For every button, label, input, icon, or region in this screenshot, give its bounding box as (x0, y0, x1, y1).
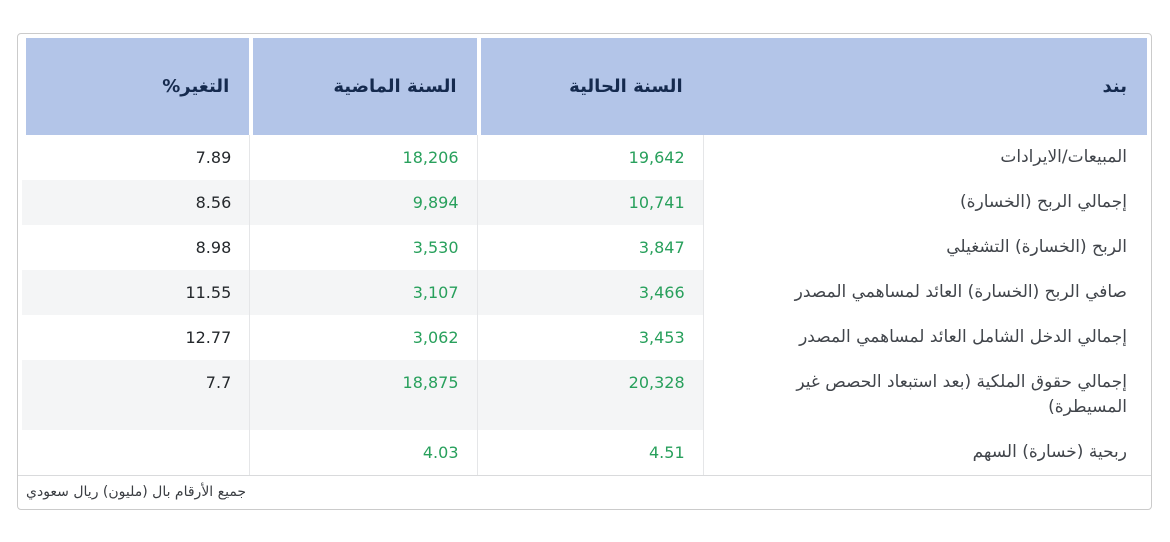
financials-table-card: بند السنة الحالية السنة الماضية التغير% … (17, 33, 1152, 510)
table-row: صافي الربح (الخسارة) العائد لمساهمي المص… (22, 270, 1147, 315)
current-year-value: 20,328 (476, 360, 703, 430)
change-percent-value: 7.89 (22, 135, 250, 180)
previous-year-value: 18,875 (249, 360, 477, 430)
table-body: المبيعات/الايرادات 19,642 18,206 7.89 إج… (22, 135, 1147, 475)
table-row: إجمالي الربح (الخسارة) 10,741 9,894 8.56 (22, 180, 1147, 225)
item-label-cell: ربحية (خسارة) السهم (702, 430, 1147, 475)
item-label-cell: صافي الربح (الخسارة) العائد لمساهمي المص… (702, 270, 1147, 315)
table-header-row: بند السنة الحالية السنة الماضية التغير% (22, 38, 1147, 135)
previous-year-value: 3,107 (249, 270, 477, 315)
previous-year-value: 9,894 (249, 180, 477, 225)
item-label-cell: إجمالي حقوق الملكية (بعد استبعاد الحصص غ… (702, 360, 1147, 430)
current-year-value: 10,741 (476, 180, 703, 225)
table-row: الربح (الخسارة) التشغيلي 3,847 3,530 8.9… (22, 225, 1147, 270)
table-row: إجمالي الدخل الشامل العائد لمساهمي المصد… (22, 315, 1147, 360)
change-percent-value: 7.7 (22, 360, 250, 430)
change-percent-value: 8.98 (22, 225, 250, 270)
current-year-value: 4.51 (476, 430, 703, 475)
current-year-value: 3,466 (476, 270, 703, 315)
current-year-value: 19,642 (476, 135, 703, 180)
table-row: ربحية (خسارة) السهم 4.51 4.03 (22, 430, 1147, 475)
item-label-cell: إجمالي الدخل الشامل العائد لمساهمي المصد… (702, 315, 1147, 360)
header-cell-change-percent: التغير% (22, 38, 250, 135)
item-label-cell: المبيعات/الايرادات (702, 135, 1147, 180)
previous-year-value: 3,530 (249, 225, 477, 270)
change-percent-value: 12.77 (22, 315, 250, 360)
current-year-value: 3,847 (476, 225, 703, 270)
table-row: إجمالي حقوق الملكية (بعد استبعاد الحصص غ… (22, 360, 1147, 430)
change-percent-value: 8.56 (22, 180, 250, 225)
change-percent-value: 11.55 (22, 270, 250, 315)
header-cell-previous-year: السنة الماضية (249, 38, 477, 135)
table-footnote: جميع الأرقام بال (مليون) ريال سعودي (18, 475, 1151, 509)
change-percent-value (22, 430, 250, 475)
item-label-cell: إجمالي الربح (الخسارة) (702, 180, 1147, 225)
item-label-cell: الربح (الخسارة) التشغيلي (702, 225, 1147, 270)
previous-year-value: 18,206 (249, 135, 477, 180)
previous-year-value: 3,062 (249, 315, 477, 360)
previous-year-value: 4.03 (249, 430, 477, 475)
current-year-value: 3,453 (476, 315, 703, 360)
header-cell-current-year: السنة الحالية (476, 38, 703, 135)
header-cell-item: بند (702, 38, 1147, 135)
table-row: المبيعات/الايرادات 19,642 18,206 7.89 (22, 135, 1147, 180)
